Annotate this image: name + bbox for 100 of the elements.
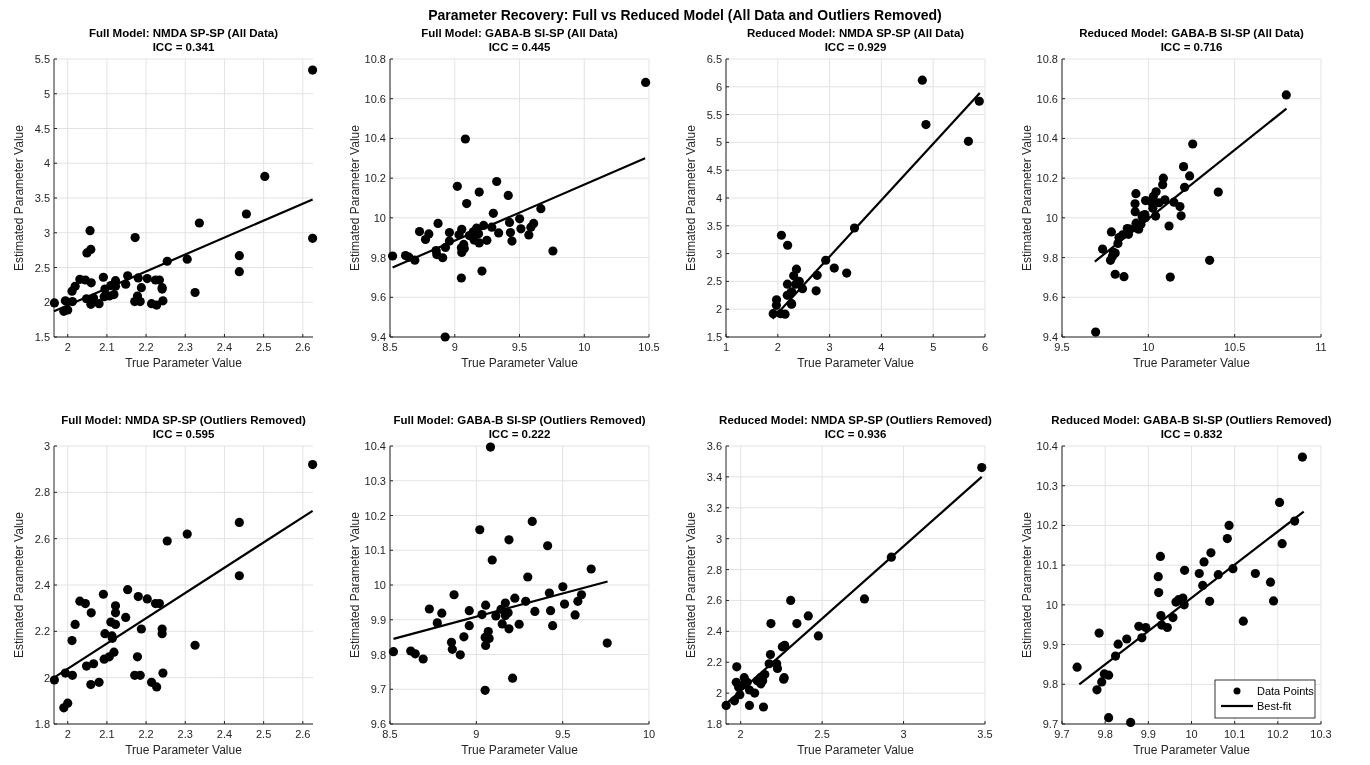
x-tick-label: 2 xyxy=(774,341,781,353)
y-tick-label: 3.6 xyxy=(706,440,722,452)
x-tick-label: 8.5 xyxy=(382,341,398,353)
x-axis-title: True Parameter Value xyxy=(125,743,243,757)
y-axis-title: Estimated Parameter Value xyxy=(1020,511,1034,658)
chart-subtitle: ICC = 0.595 xyxy=(152,428,215,440)
x-axis-title: True Parameter Value xyxy=(797,743,915,757)
x-tick-label: 3 xyxy=(900,728,907,740)
x-tick-label: 9 xyxy=(473,728,480,740)
x-tick-label: 10 xyxy=(1142,341,1155,353)
x-tick-label: 9.8 xyxy=(1097,728,1113,740)
y-tick-label: 3.5 xyxy=(34,192,50,204)
y-axis-title: Estimated Parameter Value xyxy=(12,511,26,658)
y-tick-label: 9.4 xyxy=(370,331,386,343)
y-axis-title: Estimated Parameter Value xyxy=(348,511,362,658)
y-tick-label: 2 xyxy=(715,303,722,316)
y-tick-label: 4 xyxy=(43,157,50,170)
chart-title: Full Model: NMDA SP-SP (All Data) xyxy=(88,27,279,39)
x-axis-title: True Parameter Value xyxy=(1133,356,1251,370)
x-tick-label: 2.5 xyxy=(814,728,830,740)
y-tick-label: 9.8 xyxy=(370,648,386,661)
y-tick-label: 9.9 xyxy=(370,613,386,626)
x-tick-label: 3.5 xyxy=(977,728,993,740)
y-axis-title: Estimated Parameter Value xyxy=(684,124,698,271)
chart-title: Full Model: GABA-B SI-SP (All Data) xyxy=(421,27,618,39)
y-tick-label: 2.5 xyxy=(34,261,50,274)
x-tick-label: 9.7 xyxy=(1054,728,1070,740)
y-tick-label: 9.6 xyxy=(370,718,386,730)
y-tick-label: 9.7 xyxy=(1042,718,1058,730)
y-tick-label: 9.6 xyxy=(1042,291,1058,304)
y-tick-label: 3.5 xyxy=(706,219,722,232)
y-tick-label: 5.5 xyxy=(706,108,722,121)
x-tick-label: 2.4 xyxy=(216,728,233,740)
x-tick-label: 4 xyxy=(878,341,885,353)
y-tick-label: 10.2 xyxy=(364,172,386,185)
y-tick-label: 1.5 xyxy=(34,331,50,343)
y-tick-label: 2.8 xyxy=(34,486,50,499)
y-tick-label: 2.6 xyxy=(706,594,722,607)
y-tick-label: 10 xyxy=(373,579,386,591)
text: Parameter Recovery: Full vs Reduced Model (All Data and Outliers Removed) xyxy=(428,7,942,23)
y-tick-label: 9.8 xyxy=(370,251,386,264)
x-tick-label: 1 xyxy=(722,341,730,353)
x-tick-label: 10.2 xyxy=(1267,728,1289,740)
y-tick-label: 10.4 xyxy=(364,132,386,145)
y-tick-label: 10.4 xyxy=(1036,440,1058,452)
y-tick-label: 9.6 xyxy=(370,291,386,304)
y-tick-label: 5.5 xyxy=(34,53,50,65)
chart-title: Full Model: GABA-B SI-SP (Outliers Removed) xyxy=(393,414,646,426)
x-tick-label: 2.5 xyxy=(255,728,272,740)
x-tick-label: 2.2 xyxy=(138,728,154,740)
y-tick-label: 9.7 xyxy=(370,683,386,696)
y-tick-label: 2.8 xyxy=(706,563,722,576)
y-tick-label: 10.1 xyxy=(364,544,386,557)
y-tick-label: 9.9 xyxy=(1042,638,1058,651)
y-tick-label: 4.5 xyxy=(706,164,722,177)
legend-label: Best-fit xyxy=(1257,700,1292,712)
x-tick-label: 2.3 xyxy=(177,728,193,740)
y-tick-label: 3 xyxy=(43,440,50,452)
chart-title: Reduced Model: NMDA SP-SP (All Data) xyxy=(746,27,965,39)
y-tick-label: 10.2 xyxy=(1036,172,1058,185)
y-tick-label: 10.6 xyxy=(1036,92,1058,105)
y-tick-label: 5 xyxy=(715,136,722,149)
y-tick-label: 9.8 xyxy=(1042,251,1058,264)
chart-subtitle: ICC = 0.341 xyxy=(152,41,215,53)
y-tick-label: 10.2 xyxy=(364,509,386,522)
x-axis-title: True Parameter Value xyxy=(1133,743,1251,757)
x-tick-label: 2.5 xyxy=(255,341,272,353)
x-tick-label: 8.5 xyxy=(382,728,398,740)
x-axis-title: True Parameter Value xyxy=(797,356,915,370)
y-tick-label: 10.3 xyxy=(364,474,386,487)
y-tick-label: 10.6 xyxy=(364,92,386,105)
y-tick-label: 2 xyxy=(43,296,50,309)
chart-subtitle: ICC = 0.222 xyxy=(488,428,551,440)
x-tick-label: 9 xyxy=(451,341,458,353)
x-tick-label: 2.2 xyxy=(138,341,154,353)
y-tick-label: 10.3 xyxy=(1036,479,1058,492)
y-tick-label: 2.2 xyxy=(706,656,722,669)
x-tick-label: 9.5 xyxy=(555,728,571,740)
x-tick-label: 9.9 xyxy=(1140,728,1156,740)
x-tick-label: 10.5 xyxy=(638,341,660,353)
x-tick-label: 2 xyxy=(64,341,71,353)
chart-title: Reduced Model: NMDA SP-SP (Outliers Removed) xyxy=(719,414,993,426)
y-tick-label: 9.8 xyxy=(1042,678,1058,691)
x-tick-label: 9.5 xyxy=(1054,341,1070,353)
y-tick-label: 2 xyxy=(43,671,50,684)
x-tick-label: 3 xyxy=(826,341,833,353)
y-tick-label: 2 xyxy=(715,687,722,700)
y-tick-label: 4.5 xyxy=(34,122,50,135)
y-axis-title: Estimated Parameter Value xyxy=(348,124,362,271)
y-tick-label: 3 xyxy=(715,247,722,260)
y-tick-label: 3 xyxy=(43,226,50,239)
x-tick-label: 2.6 xyxy=(295,341,311,353)
x-tick-label: 2.3 xyxy=(177,341,193,353)
y-tick-label: 10 xyxy=(1045,598,1058,611)
x-tick-label: 10.3 xyxy=(1310,728,1332,740)
y-tick-label: 9.4 xyxy=(1042,331,1058,343)
legend-label: Data Points xyxy=(1257,685,1315,697)
x-tick-label: 10.5 xyxy=(1223,341,1246,353)
x-tick-label: 10 xyxy=(642,728,656,740)
x-axis-title: True Parameter Value xyxy=(125,356,243,370)
